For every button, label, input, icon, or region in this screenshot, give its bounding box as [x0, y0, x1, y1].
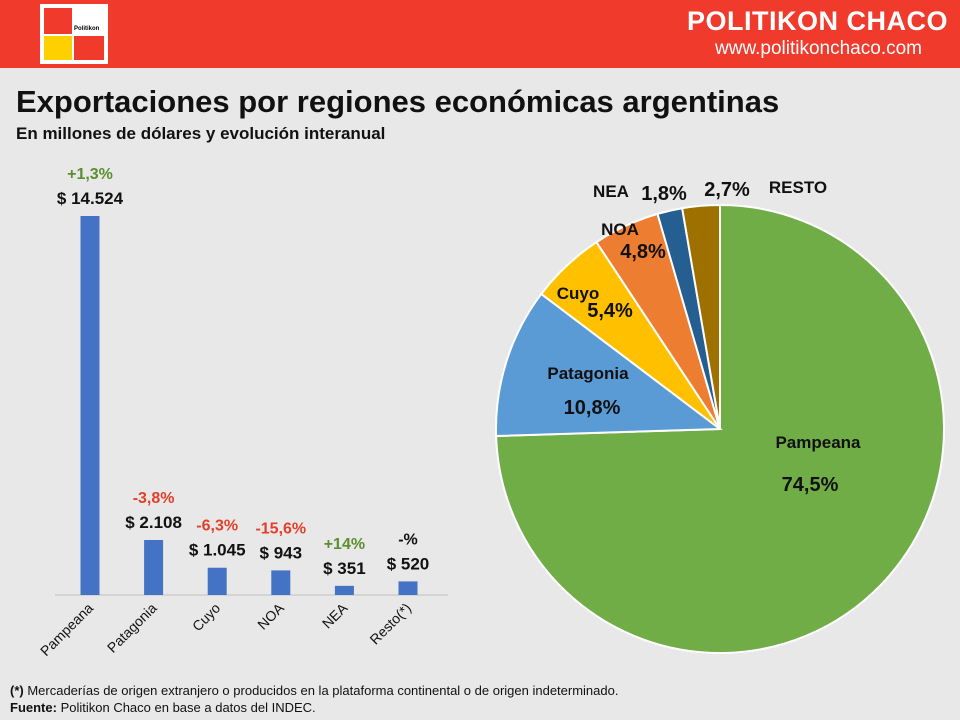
bar-value-label: $ 14.524	[57, 189, 124, 208]
footnote: (*) Mercaderías de origen extranjero o p…	[10, 683, 618, 698]
pie-slice-5	[681, 203, 721, 430]
bar-category-label: Pampeana	[37, 600, 96, 659]
bar-change-label: +14%	[324, 536, 365, 553]
bar-category-label: Patagonia	[104, 600, 160, 656]
bar-3	[271, 570, 291, 595]
logo-text: Politikon	[74, 26, 100, 32]
source-label: Fuente:	[10, 700, 57, 715]
bar-category-label: Resto(*)	[366, 600, 414, 648]
footnote-text: Mercaderías de origen extranjero o produ…	[23, 683, 619, 698]
pie-value-label: 2,7%	[704, 179, 750, 201]
pie-label: Pampeana	[775, 433, 861, 452]
page-subtitle: En millones de dólares y evolución inter…	[16, 124, 386, 143]
bar-value-label: $ 520	[387, 554, 430, 573]
page-title: Exportaciones por regiones económicas ar…	[16, 84, 780, 119]
bar-4	[334, 585, 354, 595]
bar-change-label: -6,3%	[196, 518, 238, 535]
pie-value-label: 4,8%	[620, 241, 666, 263]
bar-change-label: -%	[398, 531, 418, 548]
pie-value-label: 74,5%	[782, 474, 839, 496]
logo: Politikon	[40, 4, 108, 64]
brand-name: POLITIKON CHACO	[687, 6, 948, 36]
bar-5	[398, 581, 418, 595]
bar-change-label: +1,3%	[67, 166, 113, 183]
bar-change-label: -3,8%	[133, 490, 175, 507]
pie-label: NOA	[601, 220, 639, 239]
bar-value-label: $ 351	[323, 559, 366, 578]
bar-category-label: NEA	[319, 599, 351, 631]
bar-0	[80, 216, 100, 595]
bar-category-label: Cuyo	[189, 600, 224, 635]
bar-1	[144, 539, 164, 595]
pie-slice-1	[495, 292, 723, 438]
site-url[interactable]: www.politikonchaco.com	[715, 38, 922, 59]
pie-label: Patagonia	[547, 364, 629, 383]
bar-value-label: $ 943	[260, 543, 303, 562]
bar-change-label: -15,6%	[255, 520, 306, 537]
pie-label: RESTO	[769, 178, 827, 197]
pie-label: NEA	[593, 182, 629, 201]
pie-value-label: 1,8%	[641, 183, 687, 205]
bar-value-label: $ 1.045	[189, 541, 246, 560]
footnote-marker: (*)	[10, 683, 24, 698]
bar-value-label: $ 2.108	[125, 513, 182, 532]
header-bar: Politikon POLITIKON CHACO www.politikonc…	[0, 0, 960, 68]
source-text: Politikon Chaco en base a datos del INDE…	[56, 700, 316, 715]
pie-value-label: 5,4%	[587, 300, 633, 322]
bar-category-label: NOA	[254, 599, 287, 632]
pie-label: Cuyo	[557, 284, 600, 303]
bar-2	[207, 567, 227, 595]
source-note: Fuente: Politikon Chaco en base a datos …	[10, 700, 316, 715]
pie-value-label: 10,8%	[564, 397, 621, 419]
